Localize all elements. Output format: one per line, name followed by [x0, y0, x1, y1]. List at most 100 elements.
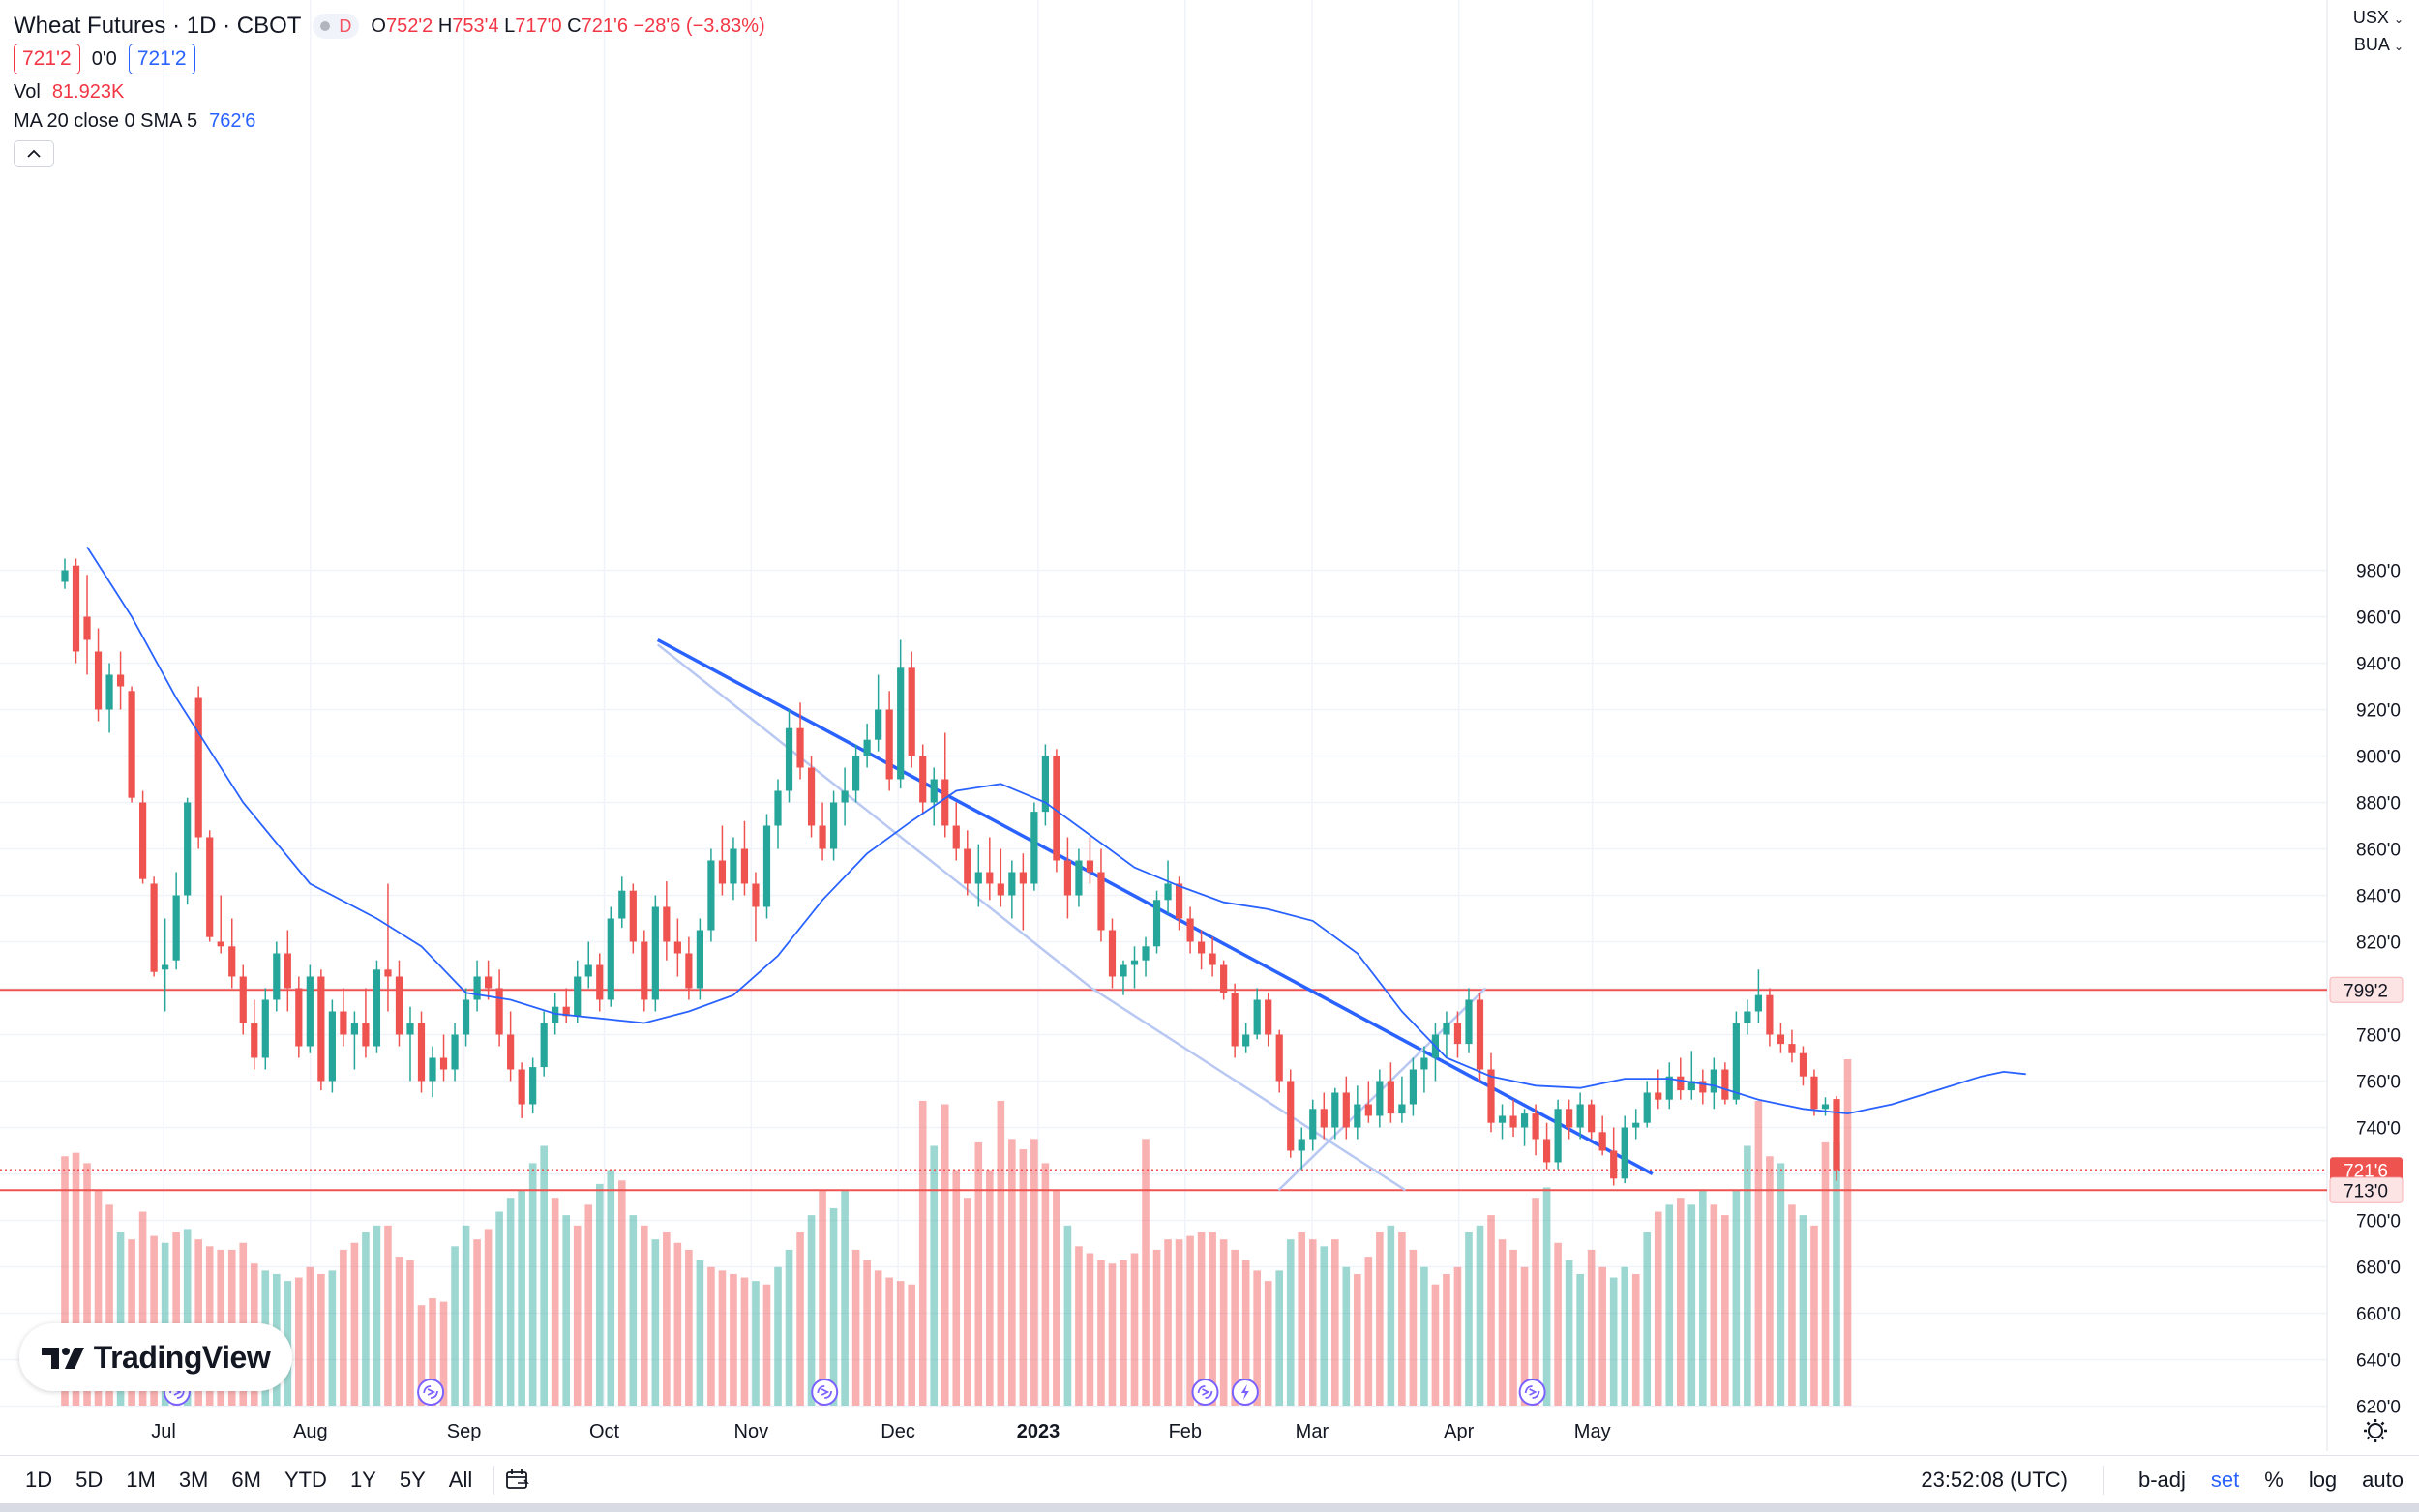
volume-bar: [94, 1191, 103, 1406]
volume-bar: [328, 1270, 337, 1406]
price-tick-label: 660'0: [2356, 1305, 2401, 1325]
candle-body: [1810, 1076, 1818, 1110]
ma-line: [86, 547, 2026, 1115]
candle-body: [83, 616, 91, 640]
timeframe-6m[interactable]: 6M: [231, 1468, 261, 1492]
volume-bar: [1687, 1204, 1696, 1406]
sell-price[interactable]: 721'2: [14, 44, 80, 74]
symbol-title[interactable]: Wheat Futures · 1D · CBOT: [14, 13, 302, 39]
candle-body: [1699, 1081, 1707, 1093]
timeframe-1d[interactable]: 1D: [25, 1468, 53, 1492]
currency-selector[interactable]: USX ⌄: [2352, 8, 2404, 27]
candle-body: [128, 691, 135, 798]
candle-body: [317, 976, 325, 1082]
volume-bar: [841, 1191, 849, 1406]
candle-body: [819, 825, 826, 849]
back-adjust-toggle[interactable]: b-adj: [2137, 1468, 2186, 1492]
log-toggle[interactable]: log: [2308, 1468, 2338, 1492]
volume-bar: [762, 1284, 771, 1406]
percent-toggle[interactable]: %: [2264, 1468, 2284, 1492]
volume-bar: [1354, 1273, 1361, 1406]
candle-body: [284, 953, 291, 989]
candle-body: [1242, 1034, 1250, 1047]
volume-bar: [1298, 1232, 1306, 1406]
volume-bar: [528, 1163, 537, 1406]
candle-body: [1275, 1034, 1283, 1082]
volume-bar: [718, 1270, 727, 1406]
volume-bar: [1665, 1204, 1674, 1406]
timeframe-3m[interactable]: 3M: [178, 1468, 209, 1492]
timeframe-all[interactable]: All: [448, 1468, 473, 1492]
candle-body: [1498, 1115, 1507, 1123]
market-status-badge[interactable]: D: [313, 14, 360, 39]
volume-bar: [1821, 1141, 1830, 1406]
candle-body: [1198, 941, 1206, 954]
volume-bar: [1097, 1260, 1105, 1406]
collapse-legend-button[interactable]: [14, 140, 54, 167]
timeframe-1y[interactable]: 1Y: [349, 1468, 376, 1492]
volume-bar: [518, 1191, 525, 1406]
candle-body: [1665, 1076, 1673, 1100]
candle-body: [651, 906, 659, 1000]
volume-bar: [105, 1204, 113, 1406]
volume-bar: [495, 1211, 503, 1406]
candle-body: [518, 1069, 525, 1105]
volume-bar: [607, 1170, 615, 1406]
clock[interactable]: 23:52:08 (UTC): [1921, 1468, 2068, 1492]
volume-bar: [1219, 1239, 1228, 1406]
candle-body: [1108, 930, 1117, 977]
date-range-icon[interactable]: [504, 1468, 531, 1493]
price-chart[interactable]: 620'0640'0660'0680'0700'0720'0740'0760'0…: [0, 0, 2419, 1451]
rollover-icon: [1197, 1385, 1213, 1399]
candle-body: [251, 1023, 258, 1058]
chevron-up-icon: [27, 149, 41, 158]
volume-bar: [194, 1239, 202, 1406]
candle-body: [1008, 872, 1016, 896]
buy-price[interactable]: 721'2: [128, 44, 195, 74]
volume-value: 81.923K: [51, 81, 125, 103]
auto-toggle[interactable]: auto: [2362, 1468, 2404, 1492]
tradingview-logo[interactable]: TradingView: [19, 1323, 292, 1391]
settings-gear-icon[interactable]: [2364, 1419, 2387, 1442]
ma-value: 762'6: [209, 110, 256, 132]
timeframe-ytd[interactable]: YTD: [284, 1468, 327, 1492]
volume-bar: [150, 1235, 158, 1406]
volume-bar: [740, 1277, 749, 1406]
settlement-toggle[interactable]: set: [2210, 1468, 2240, 1492]
candle-body: [1364, 1104, 1372, 1116]
volume-bar: [1732, 1191, 1741, 1406]
candle-body: [1354, 1104, 1361, 1128]
candle-body: [1833, 1099, 1840, 1171]
candle-body: [841, 790, 849, 803]
candle-body: [952, 825, 960, 849]
timeframe-1m[interactable]: 1M: [126, 1468, 156, 1492]
volume-bar: [1754, 1100, 1763, 1406]
candle-body: [1019, 872, 1027, 884]
price-tick-label: 640'0: [2356, 1351, 2401, 1372]
candle-body: [685, 953, 693, 989]
volume-bar: [908, 1284, 915, 1406]
timeframe-5y[interactable]: 5Y: [399, 1468, 426, 1492]
candle-body: [807, 767, 816, 826]
volume-bar: [774, 1266, 782, 1406]
unit-selector[interactable]: BUA ⌄: [2353, 35, 2404, 54]
volume-bar: [629, 1215, 638, 1406]
volume-bar: [1387, 1225, 1395, 1406]
timeframe-5d[interactable]: 5D: [75, 1468, 104, 1492]
volume-bar: [417, 1305, 426, 1406]
volume-bar: [1587, 1249, 1596, 1406]
candle-body: [863, 739, 871, 756]
ma-label[interactable]: MA 20 close 0 SMA 5: [14, 110, 198, 132]
volume-bar: [595, 1183, 604, 1406]
candle-body: [730, 848, 737, 884]
candle-body: [350, 1023, 359, 1035]
candle-body: [774, 790, 782, 826]
candle-body: [1598, 1132, 1606, 1151]
time-tick-label: Aug: [293, 1421, 328, 1442]
candle-body: [1186, 918, 1194, 942]
candle-body: [1744, 1011, 1751, 1023]
volume-bar: [350, 1242, 359, 1406]
volume-bar: [1799, 1215, 1807, 1406]
candle-body: [261, 999, 269, 1058]
volume-bar: [306, 1266, 314, 1406]
